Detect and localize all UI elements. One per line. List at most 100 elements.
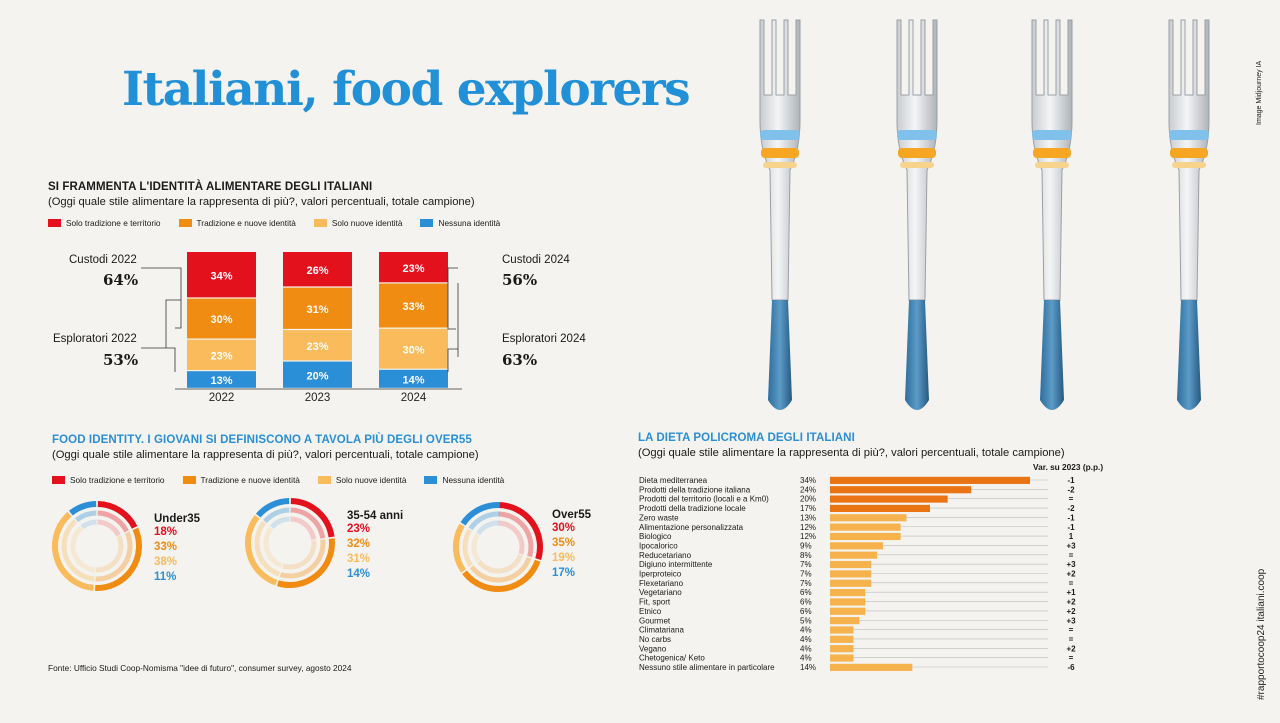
ring-segment [279, 539, 326, 579]
ring-segment [69, 501, 97, 516]
bar [830, 486, 972, 494]
row-variation: +1 [1066, 588, 1076, 597]
bar-label: 34% [210, 270, 232, 282]
ring-segment [80, 519, 97, 530]
ring-group-title: Over55 [552, 509, 592, 521]
bar [830, 495, 948, 503]
ring-value: 18% [154, 526, 178, 538]
row-value-label: 6% [800, 598, 812, 607]
row-value-label: 6% [800, 588, 812, 597]
row-variation: -1 [1067, 476, 1075, 485]
legend-swatch [52, 476, 65, 484]
ring-segment [95, 535, 124, 573]
bar-label: 26% [306, 265, 328, 277]
ring-value: 38% [154, 556, 178, 568]
ring-segment [462, 559, 541, 592]
bar [830, 635, 854, 643]
page-title: Italiani, food explorers [122, 62, 691, 117]
ring-value: 33% [154, 541, 178, 553]
row-label: Dieta mediterranea [639, 476, 708, 485]
bar-label: 13% [210, 375, 232, 387]
esploratori-2024-value: 63% [502, 351, 538, 369]
legend-swatch [313, 219, 327, 227]
bar-segment [379, 328, 448, 369]
bar [830, 551, 878, 559]
ring-value: 19% [552, 552, 576, 564]
bar [830, 570, 872, 578]
section1-title: SI FRAMMENTA L'IDENTITÀ ALIMENTARE DEGLI… [48, 181, 373, 193]
ring-segment [254, 520, 281, 577]
row-value-label: 4% [800, 626, 812, 635]
row-label: Alimentazione personalizzata [639, 523, 744, 532]
row-label: Prodotti della tradizione locale [639, 504, 746, 513]
ring-value: 31% [347, 553, 371, 565]
ring-group-title: 35-54 anni [347, 510, 404, 522]
bar-segment [283, 330, 352, 361]
bar-segment [379, 252, 448, 283]
ring-segment [476, 553, 524, 574]
row-label: Nessuno stile alimentare in particolare [639, 663, 775, 672]
age-rings-chart [52, 498, 543, 592]
bar-label: 31% [306, 304, 328, 316]
bar [830, 542, 883, 550]
row-variation: -2 [1067, 485, 1075, 494]
row-label: Chetogenica/ Keto [639, 654, 705, 663]
legend-label: Nessuna identità [438, 218, 501, 228]
ring-segment [97, 519, 121, 537]
fork-icon [759, 19, 801, 410]
legend-label: Solo nuove identità [335, 475, 407, 485]
esploratori-2022-label: Esploratori 2022 [53, 333, 137, 345]
x-tick-label: 2022 [209, 392, 235, 404]
legend-item: Solo tradizione e territorio [52, 475, 165, 485]
ring-segment [74, 510, 97, 523]
ring-segment [97, 510, 129, 533]
bar [830, 626, 854, 634]
ring-segment [460, 502, 500, 526]
bar [830, 654, 854, 662]
bar [830, 617, 860, 625]
row-label: Prodotti della tradizione italiana [639, 485, 751, 494]
bar-segment [187, 371, 256, 388]
row-variation: -6 [1067, 663, 1075, 672]
bar [830, 607, 866, 615]
section3-subtitle: (Oggi quale stile alimentare la rapprese… [638, 447, 1065, 459]
bar [830, 579, 872, 587]
row-value-label: 6% [800, 607, 812, 616]
esploratori-2022-value: 53% [103, 351, 139, 369]
row-label: Vegano [639, 644, 667, 653]
legend-label: Nessuna identità [442, 475, 505, 485]
ring-segment [498, 511, 534, 558]
ring-group-under35: Under35 18% 33% 38% 11% [154, 513, 200, 585]
ring-segment [269, 516, 290, 530]
legend-swatch [424, 476, 438, 484]
x-tick-label: 2023 [305, 392, 331, 404]
row-value-label: 12% [800, 523, 816, 532]
ring-segment [471, 533, 481, 563]
legend-label: Solo nuove identità [331, 218, 403, 228]
bar [830, 589, 866, 597]
row-value-label: 9% [800, 541, 812, 550]
bar [830, 504, 930, 512]
row-variation: +3 [1066, 541, 1076, 550]
esploratori-2024-label: Esploratori 2024 [502, 333, 586, 345]
row-variation: -2 [1067, 504, 1075, 513]
bar-segment [187, 339, 256, 370]
bracket-line [165, 299, 181, 348]
bar [830, 523, 901, 531]
row-value-label: 7% [800, 570, 812, 579]
bar [830, 514, 907, 522]
row-label: Reducetariano [639, 551, 692, 560]
forks-illustration [759, 19, 1210, 411]
ring-segment [290, 507, 326, 539]
row-variation: +3 [1066, 560, 1076, 569]
section2-legend: Solo tradizione e territorio Tradizione … [52, 475, 522, 485]
row-value-label: 4% [800, 635, 812, 644]
variation-header: Var. su 2023 (p.p.) [1033, 462, 1104, 472]
ring-segment [276, 538, 335, 588]
row-variation: +2 [1066, 598, 1076, 607]
row-value-label: 20% [800, 495, 816, 504]
legend-swatch [182, 476, 196, 484]
legend-item: Solo tradizione e territorio [48, 218, 161, 228]
row-variation: = [1069, 495, 1074, 504]
row-label: Climatariana [639, 626, 684, 635]
